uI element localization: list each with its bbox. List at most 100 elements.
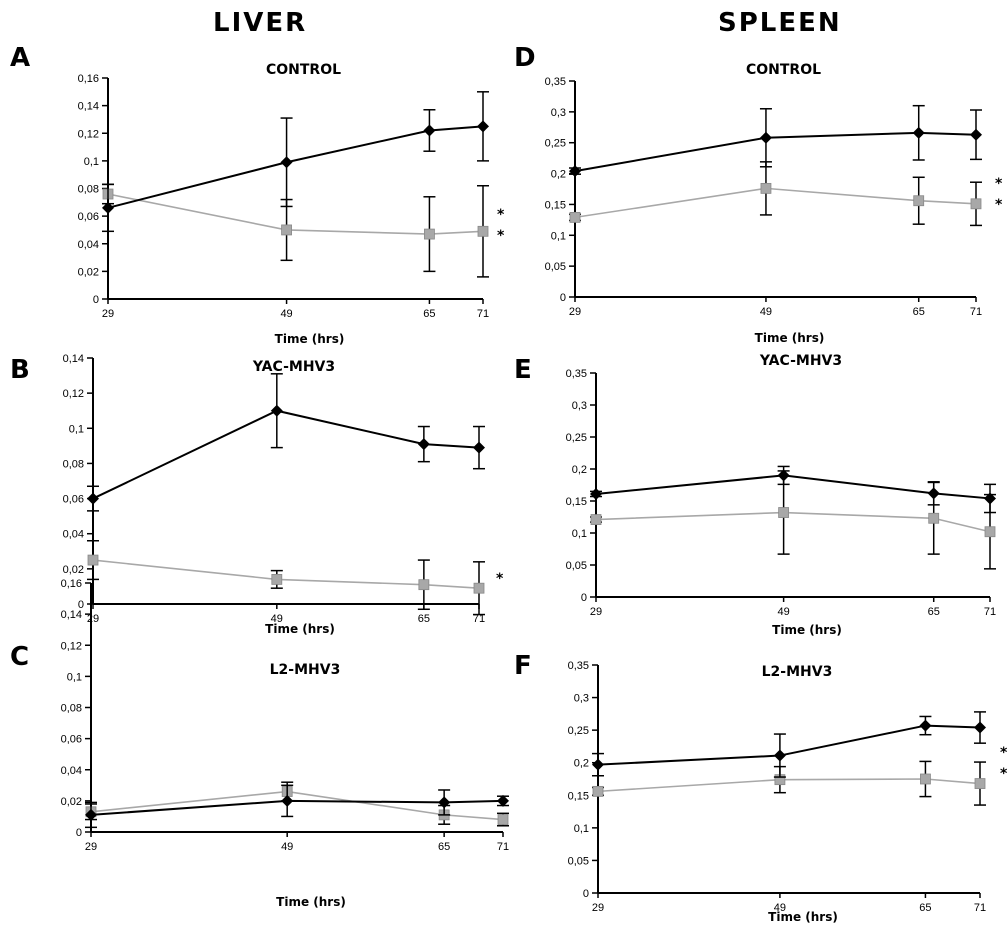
series-square bbox=[569, 161, 982, 227]
y-tick-label: 0,1 bbox=[572, 528, 587, 540]
y-tick-label: 0,08 bbox=[61, 703, 82, 715]
panel-title: CONTROL bbox=[266, 62, 341, 78]
x-tick-label: 49 bbox=[760, 306, 772, 318]
y-tick-label: 0,2 bbox=[551, 169, 566, 181]
data-point-square bbox=[477, 225, 489, 237]
x-axis-label: Time (hrs) bbox=[755, 331, 825, 345]
data-point-diamond bbox=[912, 126, 925, 139]
data-point-diamond bbox=[984, 492, 996, 505]
series-square bbox=[87, 539, 485, 616]
data-point-square bbox=[87, 554, 99, 566]
data-point-square bbox=[974, 778, 986, 789]
data-point-diamond bbox=[919, 719, 932, 732]
data-point-diamond bbox=[497, 794, 509, 807]
data-point-square bbox=[760, 182, 772, 194]
y-tick-label: 0,12 bbox=[78, 128, 99, 140]
data-point-diamond bbox=[417, 438, 430, 451]
x-tick-label: 29 bbox=[87, 613, 99, 625]
y-tick-label: 0 bbox=[581, 592, 587, 604]
y-tick-label: 0,15 bbox=[566, 496, 587, 508]
series-diamond bbox=[569, 104, 982, 178]
y-tick-label: 0 bbox=[76, 827, 82, 839]
x-tick-label: 29 bbox=[85, 841, 97, 853]
x-tick-label: 65 bbox=[928, 606, 940, 618]
data-point-square bbox=[928, 512, 940, 524]
panel-letter: A bbox=[10, 43, 30, 73]
y-tick-label: 0,35 bbox=[545, 76, 566, 88]
y-tick-label: 0,2 bbox=[574, 758, 589, 770]
x-axis-label: Time (hrs) bbox=[772, 623, 842, 637]
series-line bbox=[90, 790, 504, 821]
panels: A CONTROL00,020,040,060,080,10,120,140,16… bbox=[10, 43, 1007, 924]
x-tick-label: 49 bbox=[777, 606, 789, 618]
y-tick-label: 0,16 bbox=[78, 73, 99, 85]
series-square bbox=[592, 760, 986, 806]
panel-e: E YAC-MHV3 0 0,05 0,1 0,15 0,2 0,25 0,3 0,35 29 49 6… bbox=[514, 353, 996, 637]
data-point-square bbox=[473, 582, 485, 594]
series-line bbox=[597, 778, 981, 793]
y-tick-label: 0,3 bbox=[572, 400, 587, 412]
panel-letter: C bbox=[10, 642, 29, 672]
x-tick-label: 71 bbox=[473, 613, 485, 625]
data-point-square bbox=[497, 814, 509, 825]
panel-letter: D bbox=[514, 43, 536, 73]
data-point-square bbox=[913, 195, 925, 207]
x-tick-label: 71 bbox=[970, 306, 982, 318]
series-diamond bbox=[592, 711, 986, 778]
significance-asterisk: * bbox=[497, 228, 505, 244]
series-line bbox=[574, 131, 977, 173]
y-tick-label: 0,1 bbox=[551, 230, 566, 242]
x-tick-label: 29 bbox=[592, 902, 604, 914]
data-point-square bbox=[920, 773, 931, 785]
data-point-diamond bbox=[270, 404, 283, 417]
y-tick-label: 0,15 bbox=[545, 199, 566, 211]
y-tick-label: 0,04 bbox=[78, 239, 99, 251]
series-diamond bbox=[102, 91, 489, 233]
x-tick-label: 49 bbox=[774, 902, 786, 914]
column-title-spleen: SPLEEN bbox=[718, 8, 842, 38]
series-square bbox=[590, 470, 996, 570]
y-tick-label: 0,14 bbox=[78, 101, 99, 113]
y-tick-label: 0,14 bbox=[61, 609, 82, 621]
panel-title: L2-MHV3 bbox=[270, 662, 341, 678]
y-tick-label: 0 bbox=[560, 292, 566, 304]
data-point-square bbox=[592, 785, 604, 797]
data-point-square bbox=[569, 211, 581, 223]
x-tick-label: 71 bbox=[974, 902, 986, 914]
x-tick-label: 65 bbox=[913, 306, 925, 318]
y-tick-label: 0,06 bbox=[78, 211, 99, 223]
data-point-diamond bbox=[85, 808, 97, 821]
data-point-diamond bbox=[87, 492, 99, 505]
series-line bbox=[107, 125, 484, 209]
data-point-diamond bbox=[438, 796, 451, 809]
data-point-diamond bbox=[974, 721, 986, 734]
x-axis-label: Time (hrs) bbox=[276, 895, 346, 909]
series-square bbox=[102, 183, 489, 278]
data-point-diamond bbox=[281, 794, 294, 807]
data-point-square bbox=[778, 507, 790, 518]
y-tick-label: 0,04 bbox=[63, 529, 84, 541]
series-diamond bbox=[87, 373, 485, 512]
y-tick-label: 0,16 bbox=[61, 578, 82, 590]
series-line bbox=[595, 511, 991, 533]
column-title-liver: LIVER bbox=[213, 8, 307, 38]
x-axis-label: Time (hrs) bbox=[768, 910, 838, 924]
significance-asterisk: * bbox=[1000, 766, 1007, 782]
panel-title: YAC-MHV3 bbox=[252, 359, 335, 375]
data-point-square bbox=[984, 526, 996, 538]
y-tick-label: 0,06 bbox=[63, 494, 84, 506]
y-tick-label: 0,3 bbox=[574, 693, 589, 705]
panel-f: F L2-MHV3 0 0,05 0,1 0,15 0,2 0,25 0,3 0,35 29 49 65… bbox=[514, 651, 1007, 924]
series-line bbox=[595, 474, 991, 500]
series-line bbox=[90, 799, 504, 816]
data-point-diamond bbox=[590, 487, 602, 500]
x-tick-label: 65 bbox=[423, 308, 435, 320]
data-point-diamond bbox=[473, 441, 485, 454]
y-tick-label: 0,1 bbox=[67, 671, 82, 683]
y-tick-label: 0,02 bbox=[78, 266, 99, 278]
y-tick-label: 0 bbox=[583, 888, 589, 900]
data-point-diamond bbox=[280, 156, 293, 169]
y-tick-label: 0,25 bbox=[545, 138, 566, 150]
y-tick-label: 0,05 bbox=[566, 560, 587, 572]
